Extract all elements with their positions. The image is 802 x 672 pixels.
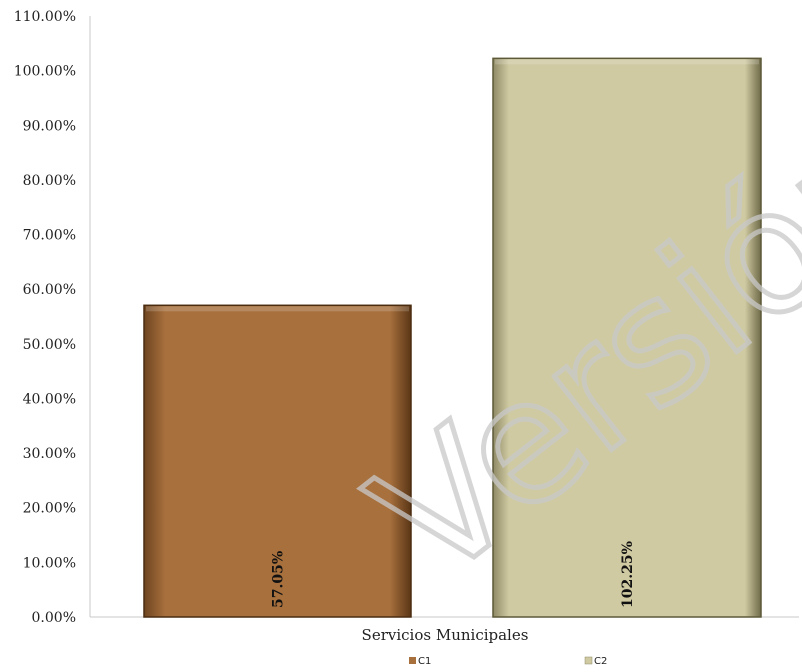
y-tick-label: 80.00% [23,173,76,189]
y-tick-label: 100.00% [14,64,76,80]
legend-swatch-c1 [409,657,416,664]
legend: C1 C2 [409,656,607,667]
y-tick-labels: 0.00% 10.00% 20.00% 30.00% 40.00% 50.00% 60.00… [14,9,76,626]
bar-c2 [492,57,762,618]
y-tick-label: 50.00% [23,337,76,353]
x-category-label: Servicios Municipales [362,626,529,644]
legend-swatch-c2 [584,656,593,665]
bars [143,57,762,618]
y-tick-label: 20.00% [23,501,76,517]
bar-c1 [143,304,412,618]
y-tick-label: 40.00% [23,391,76,407]
data-labels: 57.05% 102.25% [271,541,637,608]
y-tick-label: 30.00% [23,446,76,462]
legend-label-c2: C2 [594,656,607,667]
data-label-c1: 57.05% [271,551,287,608]
data-label-c2: 102.25% [620,541,636,608]
bar-c2-bevel [495,59,759,65]
y-tick-label: 70.00% [23,228,76,244]
bar-c1-bevel [146,306,409,312]
legend-label-c1: C1 [418,656,431,667]
y-tick-label: 10.00% [23,555,76,571]
y-tick-label: 0.00% [32,610,76,626]
y-tick-label: 90.00% [23,118,76,134]
y-tick-label: 110.00% [14,9,76,25]
y-tick-label: 60.00% [23,282,76,298]
